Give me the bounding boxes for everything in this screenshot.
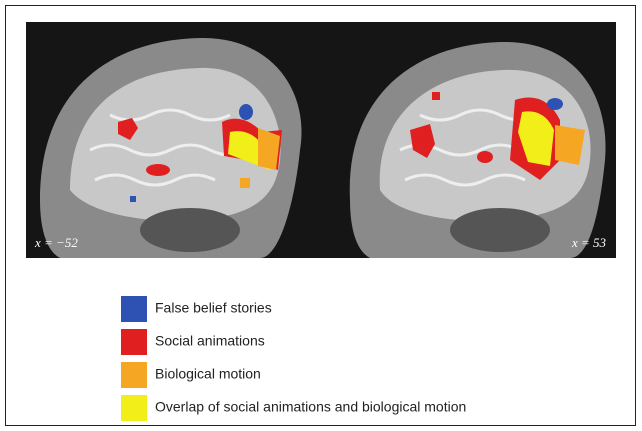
legend-swatch	[121, 362, 147, 388]
legend-label: Biological motion	[155, 366, 261, 382]
legend-label: Social animations	[155, 333, 265, 349]
legend-label: False belief stories	[155, 300, 272, 316]
legend-swatch	[121, 296, 147, 322]
legend-swatch	[121, 329, 147, 355]
legend-label: Overlap of social animations and biologi…	[155, 399, 466, 415]
figure-canvas: x = −52 x = 53 False belief stories Socia…	[0, 0, 642, 431]
panel-label: x = 53	[571, 235, 607, 250]
legend-swatch	[121, 395, 147, 421]
figure: x = −52 x = 53 False belief stories Socia…	[0, 0, 642, 431]
panel-label: x = −52	[34, 235, 78, 250]
